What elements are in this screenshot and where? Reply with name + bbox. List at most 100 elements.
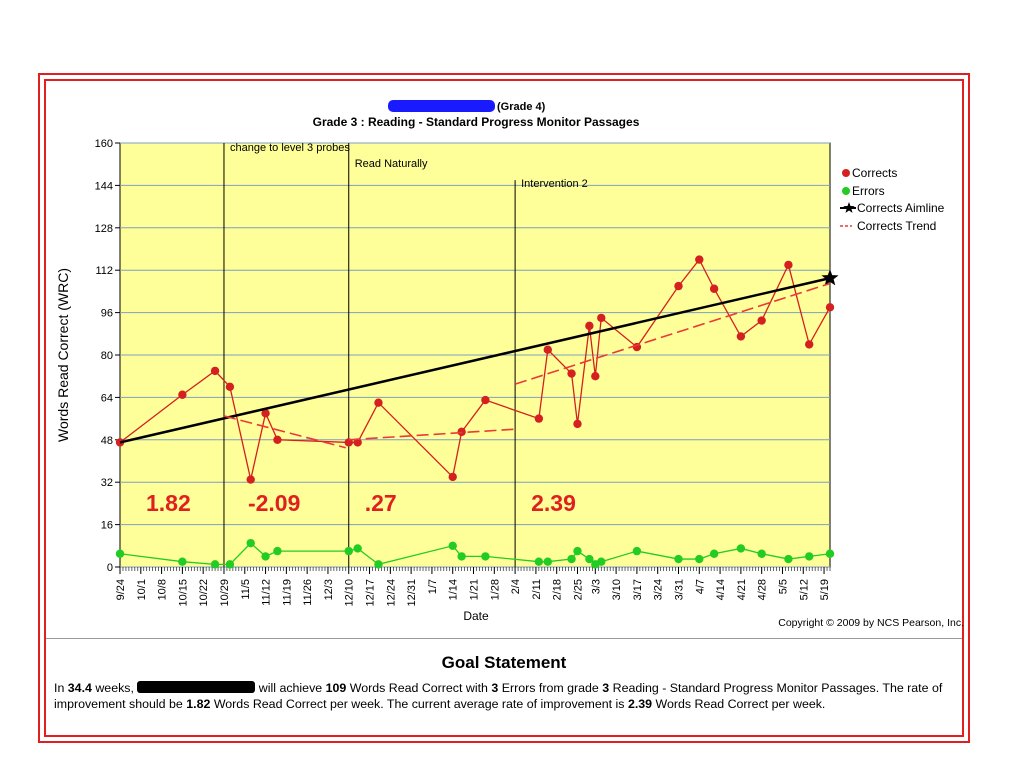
aimline — [119, 276, 831, 444]
errors-point — [825, 549, 835, 558]
copyright-text: Copyright © 2009 by NCS Pearson, Inc. — [778, 617, 964, 629]
x-tick-label: 12/3 — [323, 579, 335, 600]
errors-point — [736, 544, 746, 553]
corrects-point — [210, 366, 220, 376]
errors-point — [632, 546, 642, 556]
errors-point — [543, 557, 552, 566]
y-tick-label: 128 — [95, 223, 113, 235]
aimline-star-marker — [821, 269, 839, 286]
goal-statement-panel: Goal Statement In 34.4 weeks, will achie… — [46, 638, 962, 735]
x-tick-label: 12/31 — [406, 579, 418, 607]
x-tick-label: 12/24 — [385, 579, 397, 607]
corrects-point — [225, 382, 235, 391]
x-tick-label: 1/21 — [469, 579, 481, 600]
y-tick-label: 160 — [95, 138, 113, 150]
errors-point — [757, 549, 766, 558]
x-tick-label: 10/29 — [219, 579, 231, 607]
x-tick-label: 1/28 — [489, 579, 501, 600]
y-tick-label: 16 — [101, 520, 113, 532]
x-tick-label: 4/14 — [715, 579, 727, 600]
errors-point — [225, 560, 235, 569]
corrects-point — [757, 316, 766, 325]
x-tick-label: 11/19 — [281, 579, 293, 606]
corrects-point — [273, 435, 282, 444]
x-tick-label: 1/14 — [448, 579, 460, 600]
x-tick-label: 4/28 — [757, 579, 769, 600]
x-tick-label: 5/12 — [798, 579, 810, 600]
x-tick-label: 4/21 — [736, 579, 748, 600]
corrects-point — [632, 342, 642, 352]
trend-line — [514, 282, 831, 385]
y-tick-label: 32 — [101, 477, 113, 489]
legend-label-aimline: Corrects Aimline — [857, 201, 945, 215]
errors-point — [261, 552, 270, 561]
corrects-point — [695, 255, 704, 264]
goal-rate-should: 1.82 — [186, 697, 211, 711]
trend-line — [348, 428, 516, 441]
x-tick-label: 2/4 — [510, 579, 522, 594]
errors-point — [784, 554, 793, 564]
y-tick-label: 80 — [101, 350, 113, 362]
progress-chart: 0 16 32 48 64 80 96 112 128 144 160 9/24 10/1 10/8 10/… — [55, 100, 964, 629]
x-tick-label: 10/8 — [157, 579, 169, 600]
goal-wrc: 109 — [325, 681, 347, 695]
phase-rate-label: .27 — [365, 490, 397, 516]
report-inner: 0 16 32 48 64 80 96 112 128 144 160 9/24 10/1 10/8 10/… — [44, 79, 964, 737]
phase-rate-label: 2.39 — [531, 490, 576, 516]
x-tick-label: 12/10 — [344, 579, 356, 607]
legend-label-trend: Corrects Trend — [857, 219, 936, 233]
corrects-point — [825, 303, 835, 312]
corrects-point — [543, 345, 552, 354]
errors-point — [246, 538, 255, 548]
legend-label-corrects: Corrects — [852, 166, 897, 180]
corrects-point — [246, 475, 255, 484]
errors-point — [273, 546, 282, 556]
x-tick-label: 11/5 — [240, 579, 252, 600]
corrects-point — [534, 414, 544, 423]
errors-point — [567, 554, 576, 564]
errors-point — [374, 560, 383, 569]
legend-label-errors: Errors — [852, 184, 885, 198]
y-tick-label: 144 — [95, 180, 113, 192]
trend-line — [223, 415, 346, 449]
legend-marker-corrects — [842, 169, 850, 177]
errors-point — [353, 544, 362, 553]
y-axis-label: Words Read Correct (WRC) — [55, 268, 71, 442]
corrects-point — [674, 281, 683, 291]
x-tick-label: 11/12 — [261, 579, 273, 606]
x-tick-label: 2/18 — [552, 579, 564, 600]
errors-point — [344, 546, 353, 556]
chart-subtitle: Grade 3 : Reading - Standard Progress Mo… — [313, 115, 640, 129]
corrects-point — [784, 260, 793, 270]
x-tick-label: 2/11 — [531, 579, 543, 600]
corrects-point — [261, 409, 270, 418]
errors-point — [448, 541, 457, 550]
errors-point — [210, 560, 220, 569]
redacted-student-name — [137, 681, 256, 693]
phase-line-label: change to level 3 probes — [230, 142, 350, 154]
errors-point — [457, 552, 466, 561]
legend: Corrects Errors Corrects Aimline Corrects T… — [840, 166, 945, 233]
corrects-point — [567, 369, 576, 378]
x-tick-label: 10/15 — [177, 579, 189, 607]
phase-rate-label: -2.09 — [248, 490, 300, 516]
errors-point — [481, 552, 490, 561]
chart-title-group: (Grade 4) — [388, 100, 546, 113]
y-tick-label: 112 — [95, 265, 113, 277]
x-tick-label: 3/3 — [590, 579, 602, 594]
x-tick-label: 3/31 — [673, 579, 685, 600]
x-tick-label: 5/19 — [819, 579, 831, 600]
phase-line-label: Read Naturally — [355, 158, 428, 170]
x-axis-label: Date — [463, 609, 489, 623]
y-tick-label: 64 — [101, 392, 113, 404]
legend-marker-errors — [842, 187, 850, 195]
x-tick-label: 12/17 — [365, 579, 377, 607]
corrects-point — [805, 340, 814, 349]
corrects-point — [573, 419, 582, 429]
report-frame: 0 16 32 48 64 80 96 112 128 144 160 9/24 10/1 10/8 10/… — [38, 73, 970, 743]
errors-point — [597, 557, 606, 566]
corrects-point — [374, 398, 383, 407]
x-tick-label: 5/5 — [777, 579, 789, 594]
initial-rate-label: 1.82 — [146, 490, 191, 516]
x-tick-label: 10/1 — [136, 579, 148, 600]
